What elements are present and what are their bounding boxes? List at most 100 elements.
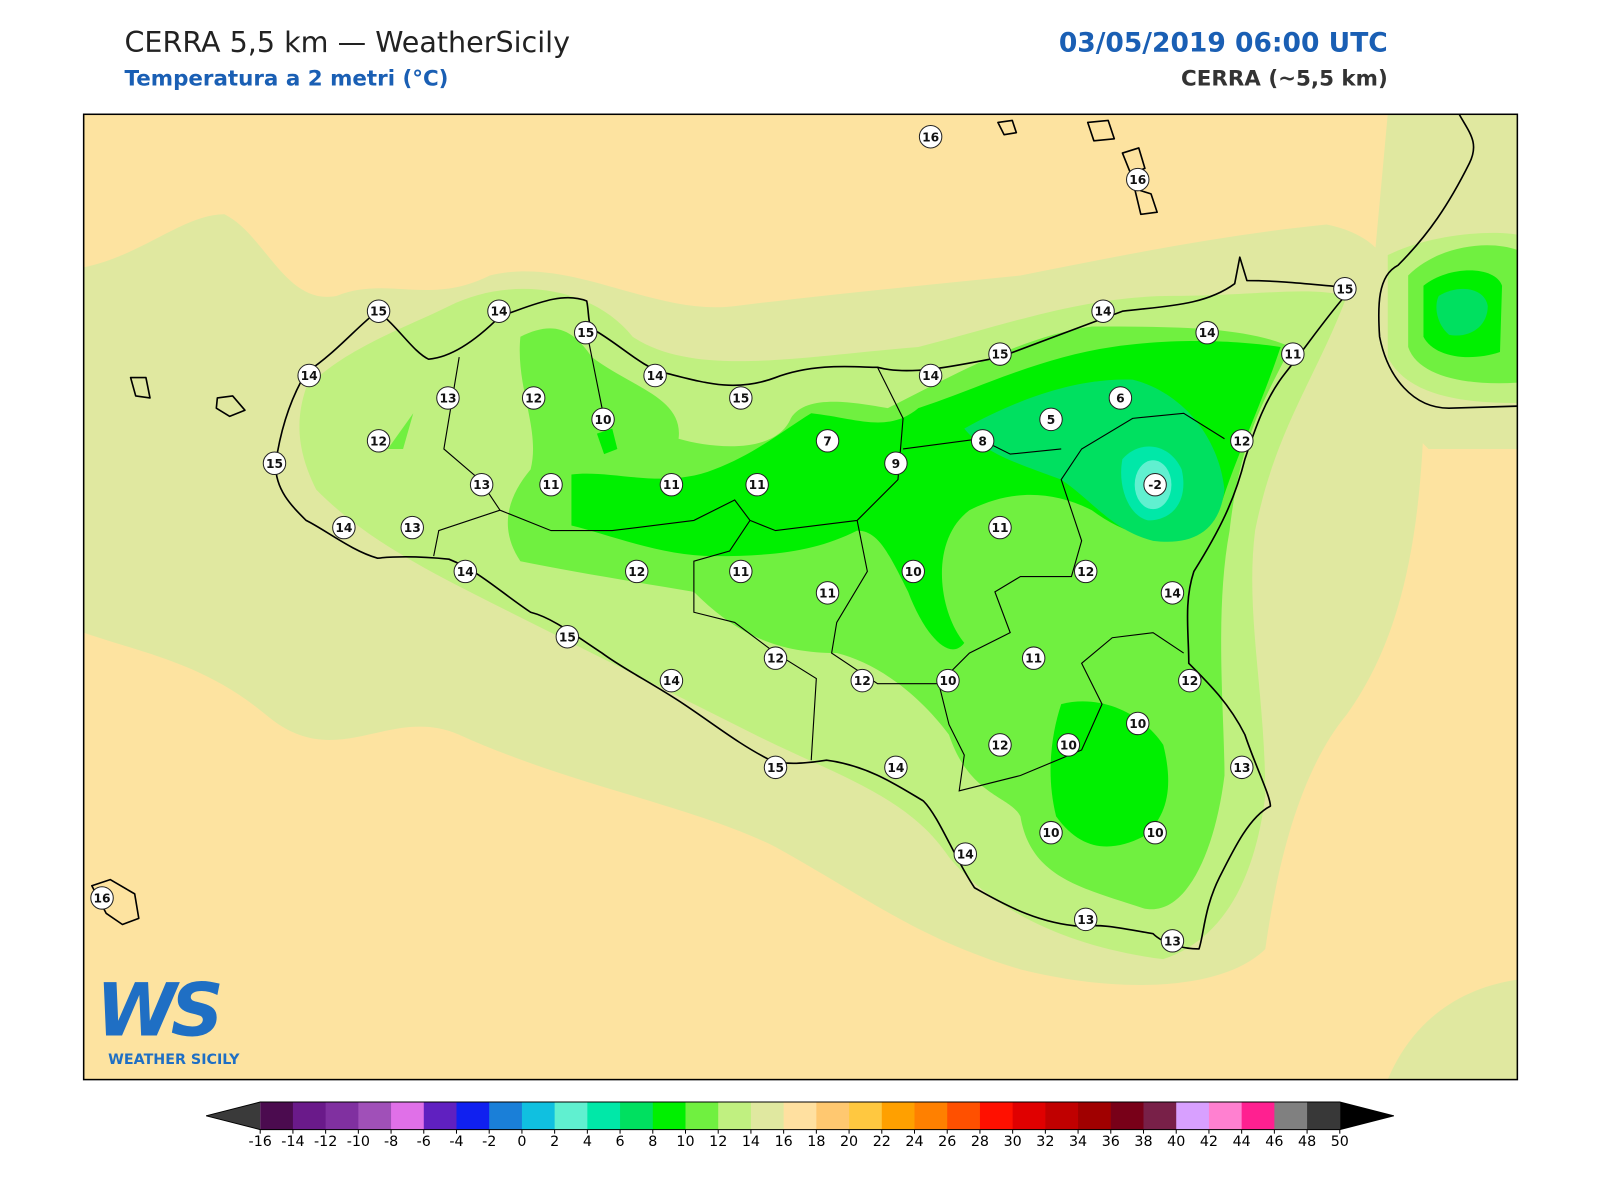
station-value: 14: [922, 369, 939, 383]
station-value: 12: [854, 674, 871, 688]
field-8: [596, 428, 618, 455]
colorbar-box: [750, 1102, 785, 1130]
subtitle: Temperatura a 2 metri (°C): [124, 67, 448, 92]
colorbar-tick-label: 18: [807, 1134, 825, 1150]
station-value: 14: [1164, 586, 1181, 600]
station-marker: [988, 342, 1012, 366]
station-value: 13: [473, 478, 490, 492]
colorbar-box: [783, 1102, 817, 1130]
colorbar-box: [391, 1102, 425, 1130]
station-marker: [953, 842, 978, 866]
colorbar-box: [1307, 1102, 1341, 1130]
station-marker: [1021, 646, 1046, 670]
colorbar-box: [620, 1102, 654, 1130]
station-marker: [815, 581, 840, 605]
colorbar-box: [1143, 1102, 1177, 1130]
colorbar-tick-label: 26: [938, 1134, 956, 1150]
station-value: 14: [663, 674, 680, 688]
station-marker: [366, 429, 391, 453]
station-marker: [918, 125, 943, 149]
colorbar-tick-label: -8: [384, 1134, 398, 1150]
station-marker: [1056, 733, 1081, 757]
colorbar-tick-label: 0: [517, 1134, 526, 1150]
colorbar-tick-label: 44: [1233, 1134, 1251, 1150]
station-value: 14: [301, 369, 318, 383]
station-value: 9: [892, 457, 901, 471]
colorbar-tick-label: -10: [347, 1134, 370, 1150]
station-value: 11: [732, 565, 749, 579]
station-marker: [1160, 581, 1185, 605]
station-marker: [1091, 299, 1115, 323]
colorbar-tick-label: 34: [1069, 1134, 1087, 1150]
station-value: 13: [1164, 934, 1181, 948]
colorbar-tick-label: 24: [905, 1134, 923, 1150]
station-marker: [659, 668, 684, 693]
station-value: 13: [1233, 761, 1250, 775]
station-marker: [659, 472, 684, 497]
model-label: CERRA (~5,5 km): [1181, 67, 1388, 92]
station-marker: [332, 515, 356, 540]
station-value: 14: [887, 761, 904, 775]
colorbar-box: [1110, 1102, 1145, 1130]
island: [91, 119, 1158, 926]
station-value: 12: [525, 391, 542, 405]
colorbar: -16 -14 -12 -10 -8 -6 -4 -2 0 2 4 6 8 10 12 14 16 18 20 22 2…: [205, 1101, 1395, 1150]
station-value: 11: [663, 478, 680, 492]
station-marker: [643, 363, 667, 388]
station-marker: [591, 407, 615, 432]
station-marker: [1230, 755, 1254, 780]
station-value: 11: [749, 478, 766, 492]
colorbar-tick-label: 36: [1102, 1134, 1120, 1150]
colorbar-box: [849, 1102, 883, 1130]
colorbar-tick-label: -4: [449, 1134, 463, 1150]
station-marker: [1333, 277, 1357, 301]
field-8: [1050, 701, 1169, 847]
colorbar-box: [423, 1102, 458, 1130]
station-marker: [297, 363, 321, 388]
station-value: 11: [1284, 348, 1301, 362]
colorbar-box: [456, 1102, 490, 1130]
colorbar-tick-label: 32: [1036, 1134, 1054, 1150]
station-value: 15: [370, 305, 387, 319]
colorbar-tick-label: 50: [1331, 1134, 1349, 1150]
station-value: 12: [767, 652, 784, 666]
station-marker: [469, 472, 494, 497]
station-value: 14: [335, 521, 352, 535]
colorbar-box: [1274, 1102, 1308, 1130]
colorbar-box: [1078, 1102, 1112, 1130]
station-marker: [729, 559, 753, 584]
station-value: 11: [543, 478, 560, 492]
station-value: 12: [628, 565, 645, 579]
station-value: 14: [1095, 305, 1112, 319]
station-marker: [539, 472, 563, 497]
stations: 16 16 15 14 15 14 14 15 14 13 12 14 15 14 15 11 6 5 10 12 7 8…: [90, 125, 1357, 953]
station-marker: [1178, 668, 1202, 693]
coastline: [1377, 114, 1518, 409]
station-marker: [366, 299, 391, 323]
colorbar-box: [652, 1102, 687, 1130]
colorbar-tick-label: 22: [873, 1134, 891, 1150]
station-marker: [970, 429, 995, 453]
colorbar-tick-label: 28: [971, 1134, 989, 1150]
colorbar-box: [979, 1102, 1014, 1130]
colorbar-box: [260, 1102, 294, 1130]
colorbar-tick-label: 42: [1200, 1134, 1218, 1150]
station-marker: [453, 559, 478, 584]
station-value: 12: [1077, 565, 1094, 579]
station-value: 13: [439, 391, 456, 405]
colorbar-tick-label: 48: [1298, 1134, 1316, 1150]
station-marker: [850, 668, 874, 693]
station-value: 10: [1060, 738, 1077, 752]
station-value: 15: [991, 348, 1008, 362]
station-marker: [918, 363, 943, 388]
colorbar-box: [685, 1102, 719, 1130]
station-value: 12: [1233, 434, 1250, 448]
colorbar-box: [1012, 1102, 1046, 1130]
station-value: 5: [1047, 413, 1056, 427]
station-marker: [1108, 386, 1133, 410]
field-14: [1387, 979, 1518, 1080]
station-value: 8: [978, 434, 987, 448]
datetime: 03/05/2019 06:00 UTC: [1059, 27, 1388, 58]
station-value: 12: [991, 738, 1008, 752]
